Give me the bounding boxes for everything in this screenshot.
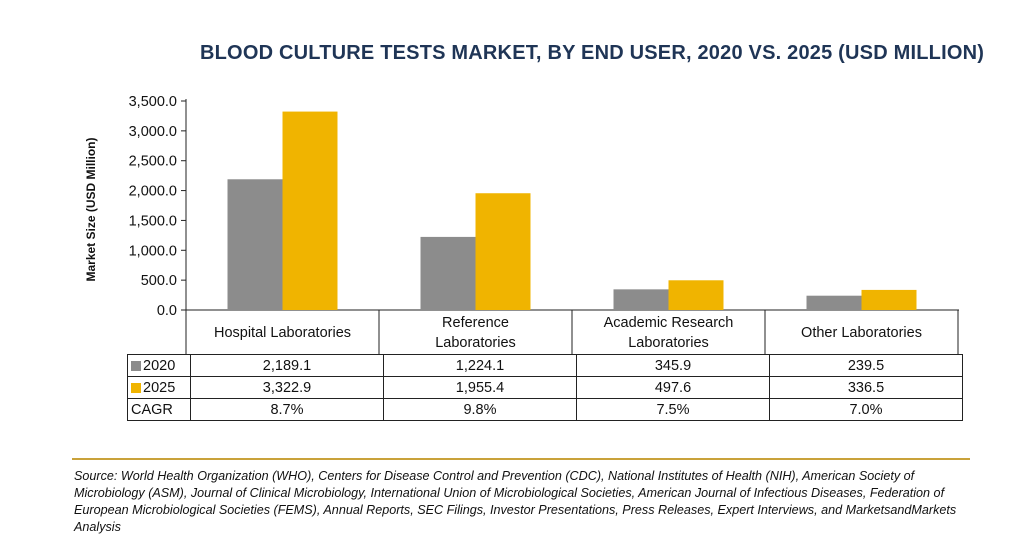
y-tick-label: 3,000.0 [129, 124, 177, 140]
bar-2025-2 [475, 193, 531, 310]
cagr-label: 7.0% [769, 398, 963, 421]
bar-2025-1 [282, 111, 338, 310]
category-label: Laboratories [435, 335, 516, 351]
bar-2020-3 [613, 289, 669, 310]
data-label: 336.5 [769, 376, 963, 399]
bar-2020-4 [806, 295, 862, 310]
y-tick-label: 0.0 [157, 303, 177, 319]
data-label: 1,955.4 [383, 376, 577, 399]
bar-chart: 0.0 500.0 1,000.0 1,500.0 2,000.0 2,500.0 3,00… [84, 94, 959, 354]
table-row-2020: 2020 2,189.1 1,224.1 345.9 239.5 [127, 354, 963, 377]
data-label: 1,224.1 [383, 354, 577, 377]
row-label-2020: 2020 [127, 354, 191, 377]
table-row-cagr: CAGR 8.7% 9.8% 7.5% 7.0% [127, 398, 963, 421]
bar-2020-1 [227, 179, 283, 310]
data-label: 2,189.1 [190, 354, 384, 377]
bar-2020-2 [420, 236, 476, 310]
y-tick-label: 2,500.0 [129, 154, 177, 170]
cagr-label: 9.8% [383, 398, 577, 421]
category-label: Hospital Laboratories [214, 325, 351, 341]
legend-swatch-2025 [131, 382, 141, 393]
legend-swatch-2020 [131, 360, 141, 371]
y-tick-label: 2,000.0 [129, 184, 177, 200]
table-row-2025: 2025 3,322.9 1,955.4 497.6 336.5 [127, 376, 963, 399]
category-label: Other Laboratories [801, 325, 922, 341]
data-label: 3,322.9 [190, 376, 384, 399]
cagr-label: 8.7% [190, 398, 384, 421]
y-tick-label: 1,000.0 [129, 243, 177, 259]
cagr-label: 7.5% [576, 398, 770, 421]
bar-2025-3 [668, 280, 724, 310]
bar-2025-4 [861, 289, 917, 310]
category-label: Reference [442, 315, 509, 331]
y-tick-label: 500.0 [141, 273, 177, 289]
row-label-cagr: CAGR [127, 398, 191, 421]
data-label: 345.9 [576, 354, 770, 377]
row-label-2025: 2025 [127, 376, 191, 399]
y-axis-title: Market Size (USD Million) [84, 137, 98, 281]
source-note: Source: World Health Organization (WHO),… [74, 469, 957, 534]
chart-title: BLOOD CULTURE TESTS MARKET, BY END USER,… [200, 42, 985, 64]
data-label: 497.6 [576, 376, 770, 399]
data-table: 2020 2,189.1 1,224.1 345.9 239.5 2025 3,… [127, 354, 963, 421]
y-tick-label: 3,500.0 [129, 94, 177, 110]
category-label: Laboratories [628, 335, 709, 351]
category-label: Academic Research [604, 315, 734, 331]
data-label: 239.5 [769, 354, 963, 377]
y-tick-label: 1,500.0 [129, 213, 177, 229]
source-divider [72, 458, 970, 460]
